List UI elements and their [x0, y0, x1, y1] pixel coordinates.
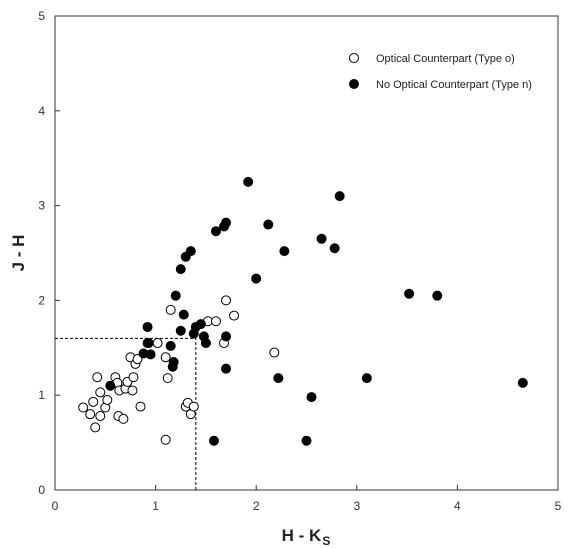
point-type-n	[175, 264, 186, 275]
legend-label-type-n: No Optical Counterpart (Type n)	[376, 79, 532, 91]
point-type-n	[210, 226, 221, 237]
y-axis-ticks: 0 1 2 3 4 5	[38, 9, 60, 497]
point-type-n	[185, 246, 196, 257]
point-type-o	[95, 411, 106, 422]
point-type-o	[95, 387, 106, 398]
plot-frame	[54, 15, 559, 491]
x-tick-label: 5	[555, 499, 562, 513]
point-type-o	[128, 372, 139, 383]
point-type-o	[165, 304, 176, 315]
point-type-n	[263, 219, 274, 230]
point-type-n	[361, 373, 372, 384]
point-type-o	[92, 372, 103, 383]
point-type-n	[404, 288, 415, 299]
point-type-o	[221, 295, 232, 306]
point-type-n	[432, 290, 443, 301]
x-tick-label: 2	[253, 499, 260, 513]
point-type-n	[208, 435, 219, 446]
x-tick-label: 0	[52, 499, 59, 513]
point-type-n	[168, 357, 179, 368]
point-type-o	[229, 310, 240, 321]
point-type-n	[251, 273, 262, 284]
point-type-o	[188, 401, 199, 412]
point-type-o	[152, 338, 163, 349]
reference-lines	[55, 337, 197, 490]
y-tick-label: 5	[38, 9, 45, 23]
legend-label-type-o: Optical Counterpart (Type o)	[376, 53, 515, 65]
point-type-n	[200, 338, 211, 349]
point-type-n	[221, 363, 232, 374]
point-type-o	[127, 385, 138, 396]
x-tick-label: 4	[454, 499, 461, 513]
y-tick-label: 3	[38, 199, 45, 213]
point-type-n	[170, 290, 181, 301]
point-type-o	[78, 402, 89, 413]
point-type-n	[243, 176, 254, 187]
series-type-n	[105, 176, 528, 446]
point-type-n	[279, 246, 290, 257]
point-type-n	[306, 392, 317, 403]
point-type-n	[142, 321, 153, 332]
y-tick-label: 2	[38, 293, 45, 307]
point-type-n	[329, 243, 340, 254]
point-type-n	[517, 377, 528, 388]
point-type-o	[88, 396, 99, 407]
legend: Optical Counterpart (Type o) No Optical …	[349, 53, 532, 91]
x-axis-label: H - KS	[282, 526, 331, 548]
point-type-o	[90, 422, 101, 433]
point-type-n	[105, 380, 116, 391]
y-tick-label: 0	[38, 483, 45, 497]
x-tick-label: 3	[353, 499, 360, 513]
legend-marker-type-o	[349, 53, 359, 63]
point-type-o	[118, 413, 129, 424]
series-type-o	[78, 295, 280, 445]
data-points	[78, 176, 528, 446]
point-type-n	[178, 309, 189, 320]
point-type-o	[160, 434, 171, 445]
point-type-n	[145, 349, 156, 360]
point-type-o	[210, 316, 221, 327]
point-type-n	[221, 217, 232, 228]
point-type-n	[301, 435, 312, 446]
point-type-n	[316, 233, 327, 244]
point-type-n	[273, 373, 284, 384]
y-axis-label: J - H	[9, 235, 28, 272]
point-type-o	[162, 373, 173, 384]
x-axis-ticks: 0 1 2 3 4 5	[52, 485, 562, 513]
point-type-n	[143, 338, 154, 349]
legend-marker-type-n	[349, 79, 359, 89]
point-type-n	[334, 191, 345, 202]
point-type-o	[85, 409, 96, 420]
point-type-o	[102, 394, 113, 405]
point-type-o	[160, 352, 171, 363]
y-tick-label: 4	[38, 104, 45, 118]
point-type-o	[269, 347, 280, 358]
point-type-n	[221, 331, 232, 342]
point-type-n	[175, 325, 186, 336]
point-type-n	[165, 340, 176, 351]
y-tick-label: 1	[38, 388, 45, 402]
point-type-n	[195, 319, 206, 330]
point-type-o	[132, 354, 143, 365]
point-type-o	[135, 401, 146, 412]
x-tick-label: 1	[152, 499, 159, 513]
